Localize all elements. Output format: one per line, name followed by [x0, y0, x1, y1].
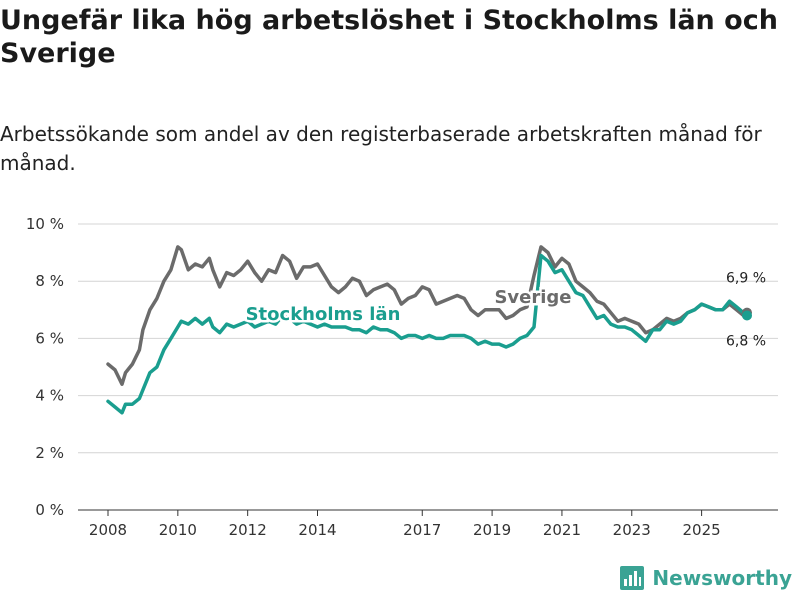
y-axis: 0 % 2 % 4 % 6 % 8 % 10 %: [26, 215, 64, 519]
series-line-stockholm: [106, 253, 749, 415]
x-tick-label: 2023: [613, 521, 651, 539]
x-tick-label: 2017: [403, 521, 441, 539]
bar-chart-logo-icon: [620, 566, 645, 590]
end-value-label-stockholm: 6,8 %: [726, 334, 766, 350]
brand-name: Newsworthy: [652, 566, 792, 590]
end-marker-stockholm: [742, 310, 752, 321]
chart-labels: 6,9 % 6,8 % Stockholms län Sverige: [243, 271, 766, 350]
brand-logo: Newsworthy: [620, 566, 792, 590]
x-tick-label: 2014: [298, 521, 336, 539]
x-tick-label: 2025: [683, 521, 721, 539]
x-tick-label: 2010: [159, 521, 197, 539]
line-chart: 0 % 2 % 4 % 6 % 8 % 10 % 2008 2010 2012 2014 2017…: [26, 215, 778, 539]
y-tick-label: 10 %: [26, 215, 64, 233]
end-value-label-sverige: 6,9 %: [726, 271, 766, 287]
x-tick-label: 2008: [89, 521, 127, 539]
series-line-sverige: [106, 245, 749, 386]
x-tick-label: 2021: [543, 521, 581, 539]
page-subtitle: Arbetssökande som andel av den registerb…: [0, 122, 762, 175]
y-tick-label: 4 %: [35, 387, 64, 405]
y-tick-label: 0 %: [35, 501, 64, 519]
chart-grid: [78, 223, 778, 511]
x-axis: 2008 2010 2012 2014 2017 2019 2021 2023 2025: [89, 510, 721, 539]
series-label-sverige: Sverige: [494, 287, 571, 308]
chart-series: [106, 245, 749, 415]
x-tick-label: 2019: [473, 521, 511, 539]
page-title: Ungefär lika hög arbetslöshet i Stockhol…: [0, 5, 778, 69]
y-tick-label: 8 %: [35, 272, 64, 290]
y-tick-label: 2 %: [35, 444, 64, 462]
x-tick-label: 2012: [229, 521, 267, 539]
series-label-stockholm: Stockholms län: [246, 304, 401, 325]
y-tick-label: 6 %: [35, 329, 64, 347]
